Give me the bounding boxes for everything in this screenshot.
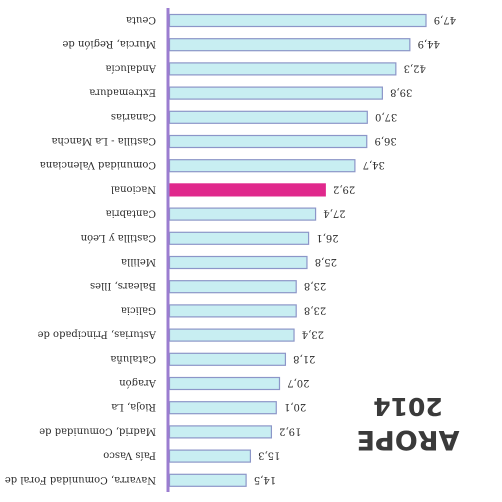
chart-title: 2014 AROPE xyxy=(357,392,460,455)
category-label-13: Asturias, Principado de xyxy=(37,329,157,340)
bar-7 xyxy=(168,183,326,197)
category-label-12: Galicia xyxy=(121,304,156,315)
category-label-1: Murcia, Región de xyxy=(62,38,156,49)
bar-12 xyxy=(168,304,297,318)
bar-9 xyxy=(168,231,310,245)
bar-3 xyxy=(168,86,383,100)
value-label-8: 27,4 xyxy=(323,208,345,219)
category-label-9: Castilla y León xyxy=(80,232,156,243)
value-label-14: 21,8 xyxy=(293,353,315,364)
value-label-15: 20,7 xyxy=(287,377,309,388)
category-label-15: Aragón xyxy=(119,377,157,388)
value-label-6: 34,7 xyxy=(363,159,385,170)
category-label-4: Canarias xyxy=(111,111,156,122)
category-label-14: Cataluña xyxy=(110,353,156,364)
value-label-2: 42,3 xyxy=(404,62,426,73)
category-label-19: Navarra, Comunidad Foral de xyxy=(5,474,156,485)
value-label-11: 23,8 xyxy=(304,280,326,291)
category-label-7: Nacional xyxy=(111,183,156,194)
value-label-7: 29,2 xyxy=(333,183,355,194)
bar-8 xyxy=(168,207,317,221)
value-label-19: 14,5 xyxy=(254,474,276,485)
bar-1 xyxy=(168,38,411,52)
title-year: 2014 xyxy=(373,392,443,421)
bar-4 xyxy=(168,110,368,124)
value-label-3: 39,8 xyxy=(390,87,412,98)
value-label-9: 26,1 xyxy=(316,232,338,243)
bar-13 xyxy=(168,328,295,342)
category-label-18: País Vasco xyxy=(103,450,156,461)
value-label-12: 23,8 xyxy=(304,304,326,315)
bar-19 xyxy=(168,473,247,487)
bar-11 xyxy=(168,280,297,294)
value-label-13: 23,4 xyxy=(302,329,324,340)
value-label-17: 19,2 xyxy=(279,425,301,436)
bar-16 xyxy=(168,401,277,415)
value-label-4: 37,0 xyxy=(375,111,397,122)
bar-18 xyxy=(168,449,252,463)
category-label-11: Balears, Illes xyxy=(90,280,156,291)
title-arope: AROPE xyxy=(357,424,460,455)
value-label-5: 36,9 xyxy=(374,135,396,146)
value-label-18: 15,3 xyxy=(258,450,280,461)
bar-10 xyxy=(168,255,308,270)
value-label-16: 20,1 xyxy=(284,401,306,412)
category-label-3: Extremadura xyxy=(89,87,156,98)
labels-layer: Ceuta 47,9 Murcia, Región de 44,9 Andalucía 4… xyxy=(5,14,456,485)
category-label-0: Ceuta xyxy=(126,14,156,25)
bar-2 xyxy=(168,62,397,76)
category-label-10: Melilla xyxy=(121,256,156,267)
bar-14 xyxy=(168,352,287,366)
category-label-2: Andalucía xyxy=(106,62,157,73)
bar-0 xyxy=(168,13,427,28)
value-label-0: 47,9 xyxy=(434,14,456,25)
category-label-5: Castilla - La Mancha xyxy=(51,135,156,146)
bar-6 xyxy=(168,159,356,173)
bar-5 xyxy=(168,134,368,149)
bar-15 xyxy=(168,376,281,391)
category-label-6: Comunidad Valenciana xyxy=(40,159,156,170)
category-label-17: Madrid, Comunidad de xyxy=(39,425,156,436)
value-label-10: 25,8 xyxy=(315,256,337,267)
category-label-16: Rioja, La xyxy=(111,401,156,412)
value-label-1: 44,9 xyxy=(418,38,440,49)
category-label-8: Cantabria xyxy=(106,208,156,219)
bar-17 xyxy=(168,425,273,439)
